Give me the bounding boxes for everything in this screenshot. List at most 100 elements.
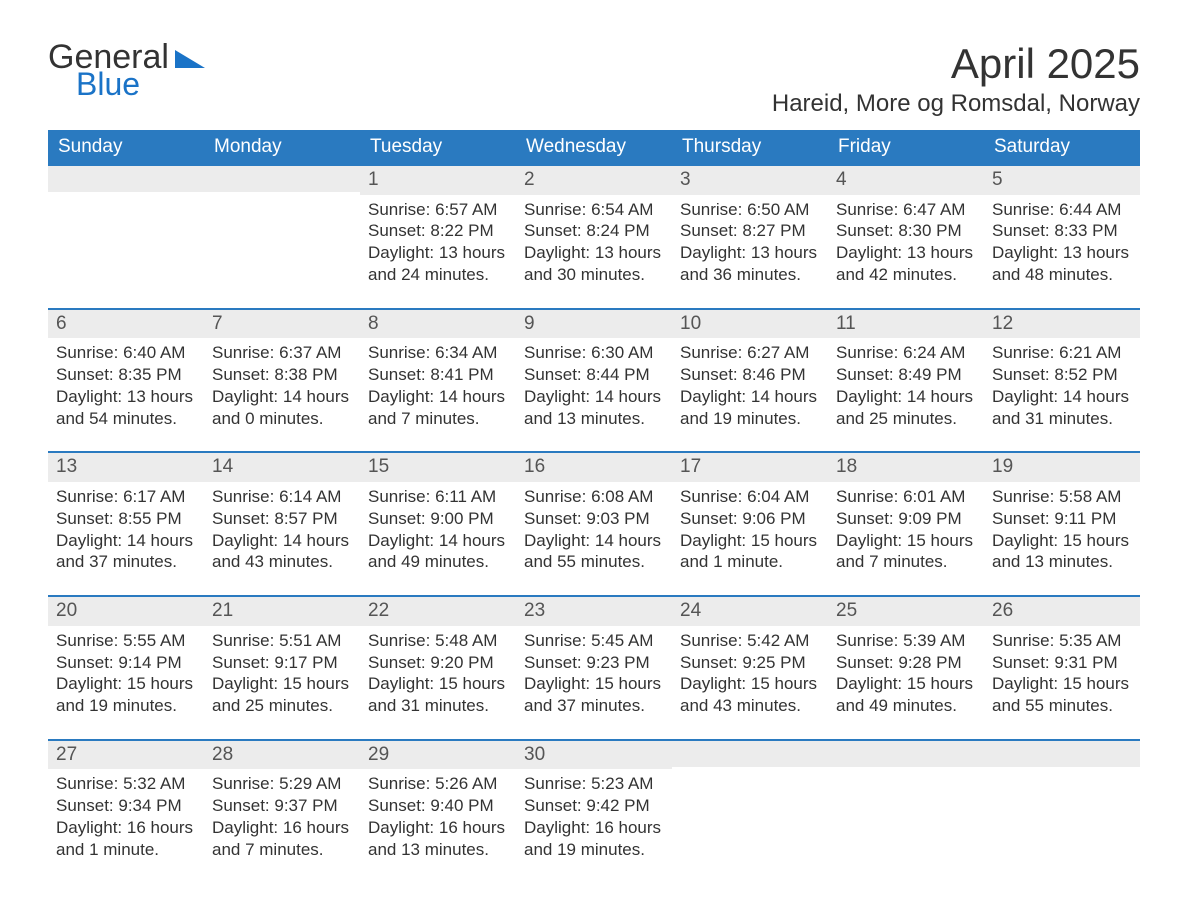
- day-number: 30: [516, 741, 672, 770]
- daylight-line: Daylight: 15 hours and 37 minutes.: [524, 673, 664, 717]
- calendar-cell: 2Sunrise: 6:54 AMSunset: 8:24 PMDaylight…: [516, 165, 672, 309]
- day-body: Sunrise: 6:21 AMSunset: 8:52 PMDaylight:…: [984, 338, 1140, 429]
- dow-monday: Monday: [204, 130, 360, 165]
- sunrise-line: Sunrise: 5:29 AM: [212, 773, 352, 795]
- daylight-line: Daylight: 15 hours and 1 minute.: [680, 530, 820, 574]
- sunrise-line: Sunrise: 6:17 AM: [56, 486, 196, 508]
- sunset-line: Sunset: 9:17 PM: [212, 652, 352, 674]
- sunrise-line: Sunrise: 6:27 AM: [680, 342, 820, 364]
- day-number: 8: [360, 310, 516, 339]
- day-body: Sunrise: 6:34 AMSunset: 8:41 PMDaylight:…: [360, 338, 516, 429]
- day-body: Sunrise: 6:14 AMSunset: 8:57 PMDaylight:…: [204, 482, 360, 573]
- sunset-line: Sunset: 8:46 PM: [680, 364, 820, 386]
- sunset-line: Sunset: 8:57 PM: [212, 508, 352, 530]
- day-body: Sunrise: 6:50 AMSunset: 8:27 PMDaylight:…: [672, 195, 828, 286]
- day-body: Sunrise: 6:17 AMSunset: 8:55 PMDaylight:…: [48, 482, 204, 573]
- sunrise-line: Sunrise: 5:58 AM: [992, 486, 1132, 508]
- day-body: Sunrise: 6:08 AMSunset: 9:03 PMDaylight:…: [516, 482, 672, 573]
- sunrise-line: Sunrise: 6:21 AM: [992, 342, 1132, 364]
- day-number: 2: [516, 166, 672, 195]
- sunrise-line: Sunrise: 6:01 AM: [836, 486, 976, 508]
- sunrise-line: Sunrise: 5:48 AM: [368, 630, 508, 652]
- sunrise-line: Sunrise: 6:54 AM: [524, 199, 664, 221]
- sunrise-line: Sunrise: 5:39 AM: [836, 630, 976, 652]
- calendar-cell: 30Sunrise: 5:23 AMSunset: 9:42 PMDayligh…: [516, 740, 672, 883]
- sunset-line: Sunset: 9:09 PM: [836, 508, 976, 530]
- daylight-line: Daylight: 16 hours and 7 minutes.: [212, 817, 352, 861]
- day-number: 16: [516, 453, 672, 482]
- daylight-line: Daylight: 14 hours and 7 minutes.: [368, 386, 508, 430]
- calendar-table: Sunday Monday Tuesday Wednesday Thursday…: [48, 130, 1140, 882]
- calendar-body: 1Sunrise: 6:57 AMSunset: 8:22 PMDaylight…: [48, 165, 1140, 882]
- sunset-line: Sunset: 9:34 PM: [56, 795, 196, 817]
- day-body: Sunrise: 6:54 AMSunset: 8:24 PMDaylight:…: [516, 195, 672, 286]
- calendar-cell: 24Sunrise: 5:42 AMSunset: 9:25 PMDayligh…: [672, 596, 828, 740]
- daylight-line: Daylight: 14 hours and 19 minutes.: [680, 386, 820, 430]
- logo: General Blue: [48, 40, 205, 100]
- sunrise-line: Sunrise: 6:24 AM: [836, 342, 976, 364]
- day-body: Sunrise: 6:27 AMSunset: 8:46 PMDaylight:…: [672, 338, 828, 429]
- calendar-cell: 7Sunrise: 6:37 AMSunset: 8:38 PMDaylight…: [204, 309, 360, 453]
- daylight-line: Daylight: 15 hours and 25 minutes.: [212, 673, 352, 717]
- page-header: General Blue April 2025 Hareid, More og …: [48, 40, 1140, 118]
- calendar-cell: 1Sunrise: 6:57 AMSunset: 8:22 PMDaylight…: [360, 165, 516, 309]
- day-number: 21: [204, 597, 360, 626]
- daylight-line: Daylight: 13 hours and 48 minutes.: [992, 242, 1132, 286]
- day-body: Sunrise: 6:24 AMSunset: 8:49 PMDaylight:…: [828, 338, 984, 429]
- daylight-line: Daylight: 15 hours and 13 minutes.: [992, 530, 1132, 574]
- calendar-cell: 12Sunrise: 6:21 AMSunset: 8:52 PMDayligh…: [984, 309, 1140, 453]
- calendar-cell: 20Sunrise: 5:55 AMSunset: 9:14 PMDayligh…: [48, 596, 204, 740]
- sunrise-line: Sunrise: 5:35 AM: [992, 630, 1132, 652]
- sunrise-line: Sunrise: 5:55 AM: [56, 630, 196, 652]
- sunset-line: Sunset: 8:41 PM: [368, 364, 508, 386]
- day-number: 1: [360, 166, 516, 195]
- day-body: Sunrise: 6:30 AMSunset: 8:44 PMDaylight:…: [516, 338, 672, 429]
- daylight-line: Daylight: 14 hours and 25 minutes.: [836, 386, 976, 430]
- daylight-line: Daylight: 13 hours and 24 minutes.: [368, 242, 508, 286]
- calendar-cell: 14Sunrise: 6:14 AMSunset: 8:57 PMDayligh…: [204, 452, 360, 596]
- day-body: Sunrise: 5:39 AMSunset: 9:28 PMDaylight:…: [828, 626, 984, 717]
- calendar-week: 13Sunrise: 6:17 AMSunset: 8:55 PMDayligh…: [48, 452, 1140, 596]
- calendar-cell: 27Sunrise: 5:32 AMSunset: 9:34 PMDayligh…: [48, 740, 204, 883]
- calendar-cell: 13Sunrise: 6:17 AMSunset: 8:55 PMDayligh…: [48, 452, 204, 596]
- day-body: Sunrise: 6:04 AMSunset: 9:06 PMDaylight:…: [672, 482, 828, 573]
- daylight-line: Daylight: 14 hours and 0 minutes.: [212, 386, 352, 430]
- calendar-cell: 6Sunrise: 6:40 AMSunset: 8:35 PMDaylight…: [48, 309, 204, 453]
- calendar-cell: 25Sunrise: 5:39 AMSunset: 9:28 PMDayligh…: [828, 596, 984, 740]
- sunrise-line: Sunrise: 6:40 AM: [56, 342, 196, 364]
- daylight-line: Daylight: 13 hours and 36 minutes.: [680, 242, 820, 286]
- sunrise-line: Sunrise: 5:51 AM: [212, 630, 352, 652]
- day-number: 14: [204, 453, 360, 482]
- day-number: [984, 741, 1140, 767]
- logo-text-block: General Blue: [48, 40, 205, 100]
- dow-wednesday: Wednesday: [516, 130, 672, 165]
- dow-thursday: Thursday: [672, 130, 828, 165]
- day-number: 19: [984, 453, 1140, 482]
- daylight-line: Daylight: 14 hours and 49 minutes.: [368, 530, 508, 574]
- daylight-line: Daylight: 15 hours and 7 minutes.: [836, 530, 976, 574]
- day-body: Sunrise: 5:58 AMSunset: 9:11 PMDaylight:…: [984, 482, 1140, 573]
- calendar-cell: 9Sunrise: 6:30 AMSunset: 8:44 PMDaylight…: [516, 309, 672, 453]
- day-body: Sunrise: 6:44 AMSunset: 8:33 PMDaylight:…: [984, 195, 1140, 286]
- day-number: [48, 166, 204, 192]
- sunrise-line: Sunrise: 5:32 AM: [56, 773, 196, 795]
- day-number: 24: [672, 597, 828, 626]
- calendar-cell: 22Sunrise: 5:48 AMSunset: 9:20 PMDayligh…: [360, 596, 516, 740]
- sunset-line: Sunset: 8:38 PM: [212, 364, 352, 386]
- calendar-week: 20Sunrise: 5:55 AMSunset: 9:14 PMDayligh…: [48, 596, 1140, 740]
- dow-sunday: Sunday: [48, 130, 204, 165]
- day-number: 5: [984, 166, 1140, 195]
- calendar-cell: [984, 740, 1140, 883]
- calendar-cell: [204, 165, 360, 309]
- calendar-cell: 8Sunrise: 6:34 AMSunset: 8:41 PMDaylight…: [360, 309, 516, 453]
- daylight-line: Daylight: 15 hours and 49 minutes.: [836, 673, 976, 717]
- daylight-line: Daylight: 16 hours and 19 minutes.: [524, 817, 664, 861]
- day-number: 15: [360, 453, 516, 482]
- sunset-line: Sunset: 9:11 PM: [992, 508, 1132, 530]
- sunset-line: Sunset: 9:31 PM: [992, 652, 1132, 674]
- day-body: Sunrise: 5:23 AMSunset: 9:42 PMDaylight:…: [516, 769, 672, 860]
- calendar-cell: 11Sunrise: 6:24 AMSunset: 8:49 PMDayligh…: [828, 309, 984, 453]
- calendar-cell: 19Sunrise: 5:58 AMSunset: 9:11 PMDayligh…: [984, 452, 1140, 596]
- sunset-line: Sunset: 9:06 PM: [680, 508, 820, 530]
- daylight-line: Daylight: 15 hours and 19 minutes.: [56, 673, 196, 717]
